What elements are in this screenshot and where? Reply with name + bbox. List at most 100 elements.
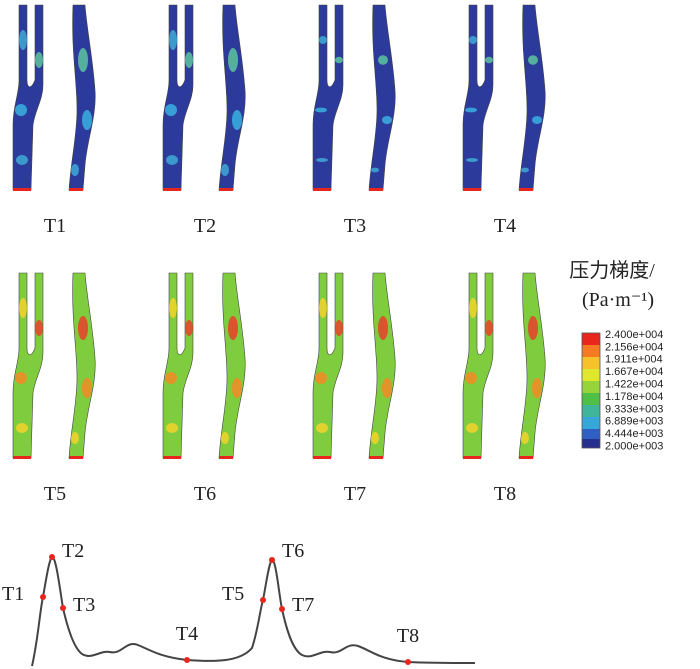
panel-label: T5 — [44, 483, 66, 505]
vessel-pair — [162, 4, 246, 191]
patch — [528, 316, 538, 340]
vessel-pair — [312, 4, 396, 191]
vessel — [162, 4, 194, 191]
patch — [232, 110, 242, 130]
patch — [165, 104, 177, 116]
patch — [16, 155, 28, 165]
outlet — [13, 456, 31, 459]
patch — [166, 155, 178, 165]
patch — [82, 378, 92, 398]
outlet — [69, 188, 83, 191]
waveform-point — [260, 597, 266, 603]
patch — [316, 158, 328, 162]
vessel-renderings — [12, 4, 546, 459]
colorbar-label: 2.000e+003 — [605, 441, 663, 453]
vessel-pair — [312, 272, 396, 459]
outlet — [219, 456, 233, 459]
vessel — [12, 4, 44, 191]
waveform-point — [40, 594, 46, 600]
colorbar-label: 1.178e+004 — [605, 391, 663, 403]
patch — [221, 432, 229, 444]
vessel — [12, 272, 44, 459]
waveform — [31, 555, 476, 667]
patch — [382, 116, 392, 124]
colorbar — [581, 332, 601, 449]
patch — [485, 56, 493, 64]
patch — [465, 372, 477, 384]
outlet — [163, 188, 181, 191]
colorbar-label: 2.400e+004 — [605, 329, 663, 341]
patch — [532, 378, 542, 398]
colorbar-label: 6.889e+003 — [605, 416, 663, 428]
patch — [228, 316, 238, 340]
patch — [221, 164, 229, 176]
panel-label: T4 — [494, 215, 516, 237]
patch — [228, 48, 238, 72]
panel-label: T6 — [194, 483, 216, 505]
waveform-label: T3 — [73, 594, 95, 616]
vessel-pair — [462, 4, 546, 191]
patch — [185, 320, 193, 336]
outlet — [463, 456, 481, 459]
patch — [19, 298, 27, 318]
waveform-point — [269, 557, 275, 563]
colorbar-label: 4.444e+003 — [605, 428, 663, 440]
patch — [169, 298, 177, 318]
patch — [465, 107, 477, 113]
waveform-label: T4 — [176, 623, 198, 645]
patch — [335, 320, 343, 336]
patch — [78, 48, 88, 72]
colorbar-label: 9.333e+003 — [605, 403, 663, 415]
vessel-pair — [12, 4, 96, 191]
panel-label: T2 — [194, 215, 216, 237]
outlet — [313, 188, 331, 191]
patch — [521, 167, 529, 173]
vessel — [68, 4, 96, 191]
patch — [469, 36, 477, 44]
outlet — [69, 456, 83, 459]
vessel — [162, 272, 194, 459]
vessel-pair — [12, 272, 96, 459]
patch — [469, 298, 477, 318]
outlet — [219, 188, 233, 191]
panel-label: T3 — [344, 215, 366, 237]
vessel — [312, 272, 344, 459]
outlet — [369, 188, 383, 191]
vessel — [462, 4, 494, 191]
waveform-line — [31, 555, 476, 667]
waveform-point — [49, 554, 55, 560]
outlet — [519, 456, 533, 459]
patch — [521, 432, 529, 444]
patch — [71, 164, 79, 176]
outlet — [369, 456, 383, 459]
patch — [316, 423, 328, 433]
patch — [166, 423, 178, 433]
patch — [315, 372, 327, 384]
patch — [378, 55, 388, 65]
patch — [371, 167, 379, 173]
waveform-label: T5 — [222, 583, 244, 605]
colorbar-label: 1.911e+004 — [605, 354, 663, 366]
colorbar-label: 1.667e+004 — [605, 366, 663, 378]
waveform-point — [184, 657, 190, 663]
vessel — [518, 4, 546, 191]
patch — [185, 52, 193, 68]
patch — [35, 52, 43, 68]
patch — [15, 372, 27, 384]
legend-unit: (Pa·m⁻¹) — [582, 289, 654, 311]
patch — [319, 36, 327, 44]
waveform-point — [279, 606, 285, 612]
outlet — [519, 188, 533, 191]
patch — [78, 316, 88, 340]
vessel-pair — [462, 272, 546, 459]
patch — [466, 158, 478, 162]
patch — [82, 110, 92, 130]
vessel — [312, 4, 344, 191]
patch — [528, 55, 538, 65]
patch — [319, 298, 327, 318]
patch — [371, 432, 379, 444]
patch — [71, 432, 79, 444]
waveform-label: T8 — [397, 625, 419, 647]
outlet — [313, 456, 331, 459]
